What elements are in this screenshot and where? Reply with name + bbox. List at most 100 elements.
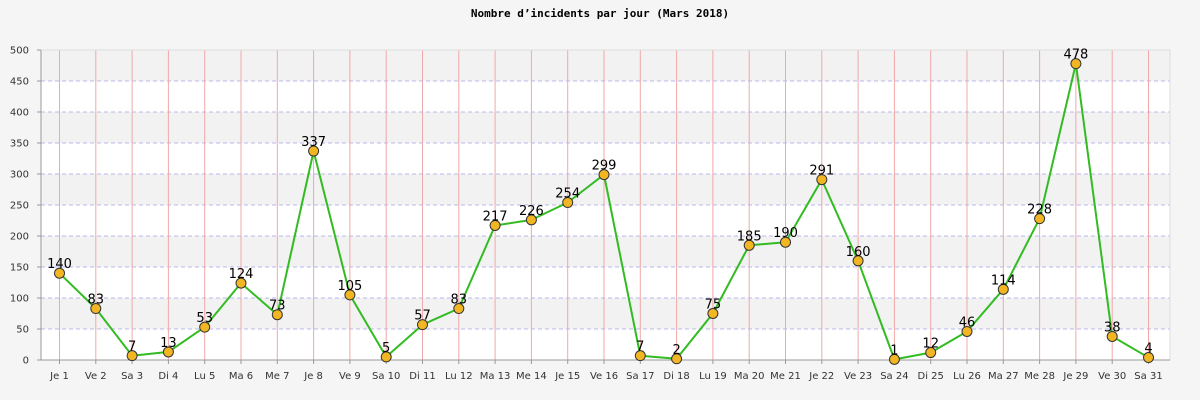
x-tick-label: Di 18 xyxy=(663,371,689,382)
data-point xyxy=(199,321,211,333)
data-point xyxy=(562,197,574,209)
data-point xyxy=(453,303,465,315)
data-point xyxy=(707,308,719,319)
x-tick-label: Ve 30 xyxy=(1098,371,1126,382)
data-label: 337 xyxy=(301,135,326,150)
y-axis-ticks: 0 50 100 150 200 250 300 350 400 450 500 xyxy=(10,46,41,367)
data-point xyxy=(780,236,791,248)
data-point xyxy=(271,309,283,321)
x-tick-label: Ve 23 xyxy=(844,371,872,382)
y-tick-label: 350 xyxy=(10,139,29,150)
x-tick-label: Sa 24 xyxy=(880,371,908,382)
data-point xyxy=(1106,330,1118,342)
horizontal-gridlines xyxy=(41,80,1170,330)
chart-title: Nombre d’incidents par jour (Mars 2018) xyxy=(471,7,729,20)
x-tick-label: Sa 3 xyxy=(121,371,143,382)
data-point xyxy=(344,289,356,301)
x-tick-label: Di 25 xyxy=(918,371,944,382)
data-label: 217 xyxy=(483,209,508,224)
data-point xyxy=(961,325,973,337)
x-tick-label: Ma 27 xyxy=(988,371,1019,382)
data-point xyxy=(852,255,864,267)
x-tick-label: Me 21 xyxy=(770,371,801,382)
x-tick-label: Ve 2 xyxy=(85,371,107,382)
data-label: 12 xyxy=(922,337,939,352)
x-tick-label: Je 15 xyxy=(554,371,580,382)
data-label: 478 xyxy=(1063,48,1088,63)
x-tick-label: Me 7 xyxy=(265,371,289,382)
data-label: 38 xyxy=(1104,320,1121,335)
x-tick-label: Sa 17 xyxy=(626,371,654,382)
data-label: 190 xyxy=(773,226,798,241)
data-label: 5 xyxy=(382,341,390,356)
x-tick-label: Lu 26 xyxy=(953,371,981,382)
x-tick-label: Ma 20 xyxy=(734,371,765,382)
data-label: 254 xyxy=(555,187,580,202)
data-label: 13 xyxy=(160,336,177,351)
x-tick-label: Je 29 xyxy=(1062,371,1088,382)
x-tick-label: Ve 16 xyxy=(590,371,618,382)
data-label: 4 xyxy=(1144,342,1152,357)
data-label: 226 xyxy=(519,204,544,219)
data-markers xyxy=(54,58,1154,365)
x-tick-label: Sa 10 xyxy=(372,371,400,382)
x-tick-label: Lu 5 xyxy=(194,371,215,382)
data-point xyxy=(888,353,900,365)
x-tick-label: Ve 9 xyxy=(339,371,361,382)
y-tick-label: 450 xyxy=(10,77,29,88)
data-label: 2 xyxy=(672,343,680,358)
data-point xyxy=(743,239,755,251)
grid-band xyxy=(41,50,1170,81)
y-tick-label: 200 xyxy=(10,232,29,243)
data-point xyxy=(126,350,138,362)
data-point xyxy=(380,351,392,363)
data-point xyxy=(1070,58,1082,70)
data-label: 7 xyxy=(128,340,136,355)
x-tick-label: Ma 13 xyxy=(480,371,511,382)
x-tick-label: Ma 6 xyxy=(229,371,253,382)
data-point xyxy=(525,214,537,226)
data-label: 57 xyxy=(414,309,431,324)
y-tick-label: 500 xyxy=(10,46,29,57)
x-tick-label: Me 28 xyxy=(1024,371,1055,382)
data-label: 53 xyxy=(196,311,213,326)
data-label: 140 xyxy=(47,257,72,272)
data-label: 105 xyxy=(337,279,362,294)
y-tick-label: 0 xyxy=(23,356,29,367)
data-label: 299 xyxy=(592,159,617,174)
data-point xyxy=(997,283,1009,295)
data-point xyxy=(925,347,937,359)
y-tick-label: 300 xyxy=(10,170,29,181)
data-label: 7 xyxy=(636,340,644,355)
data-label: 73 xyxy=(269,299,286,314)
x-axis-ticks: Je 1 Ve 2 Sa 3 Di 4 Lu 5 Ma 6 Me 7 Je 8 Ve 9 Sa 1… xyxy=(49,360,1163,382)
data-point xyxy=(634,350,646,362)
data-point xyxy=(598,169,610,181)
data-point xyxy=(235,277,247,289)
y-tick-label: 50 xyxy=(16,325,29,336)
grid-band xyxy=(41,112,1170,143)
y-tick-label: 250 xyxy=(10,201,29,212)
data-point xyxy=(816,174,828,186)
x-tick-label: Di 4 xyxy=(158,371,178,382)
x-tick-label: Sa 31 xyxy=(1134,371,1162,382)
x-tick-label: Di 11 xyxy=(409,371,435,382)
data-label: 114 xyxy=(991,273,1016,288)
data-label: 185 xyxy=(737,229,762,244)
data-point xyxy=(1143,352,1154,364)
x-tick-label: Me 14 xyxy=(516,371,547,382)
data-point xyxy=(308,145,320,157)
data-label: 124 xyxy=(229,267,254,282)
data-point xyxy=(671,353,683,365)
x-tick-label: Lu 19 xyxy=(699,371,727,382)
data-label: 83 xyxy=(88,293,105,308)
data-point xyxy=(90,303,102,315)
x-tick-label: Je 1 xyxy=(49,371,69,382)
data-label: 291 xyxy=(809,164,834,179)
data-point xyxy=(1034,213,1046,225)
x-tick-label: Lu 12 xyxy=(445,371,473,382)
y-tick-label: 150 xyxy=(10,263,29,274)
x-tick-label: Je 8 xyxy=(303,371,323,382)
x-tick-label: Je 22 xyxy=(808,371,834,382)
